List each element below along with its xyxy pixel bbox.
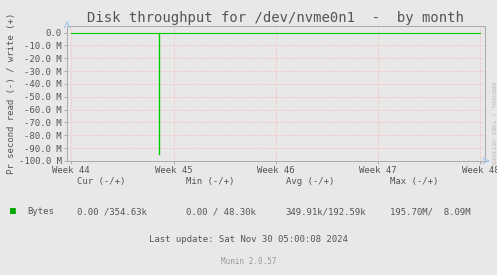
Text: Cur (-/+): Cur (-/+) [77, 177, 125, 186]
Title: Disk throughput for /dev/nvme0n1  -  by month: Disk throughput for /dev/nvme0n1 - by mo… [87, 11, 464, 25]
Text: Bytes: Bytes [27, 208, 54, 216]
Text: 195.70M/  8.09M: 195.70M/ 8.09M [390, 208, 471, 216]
Text: Last update: Sat Nov 30 05:00:08 2024: Last update: Sat Nov 30 05:00:08 2024 [149, 235, 348, 244]
Text: Munin 2.0.57: Munin 2.0.57 [221, 257, 276, 266]
Text: RRDTOOL / TOBI OETIKER: RRDTOOL / TOBI OETIKER [491, 82, 496, 165]
Y-axis label: Pr second read (-) / write (+): Pr second read (-) / write (+) [7, 13, 16, 174]
Text: 0.00 /354.63k: 0.00 /354.63k [77, 208, 147, 216]
Text: Min (-/+): Min (-/+) [186, 177, 235, 186]
Text: ■: ■ [10, 207, 16, 216]
Text: 349.91k/192.59k: 349.91k/192.59k [286, 208, 366, 216]
Text: 0.00 / 48.30k: 0.00 / 48.30k [186, 208, 256, 216]
Text: Avg (-/+): Avg (-/+) [286, 177, 334, 186]
Text: Max (-/+): Max (-/+) [390, 177, 438, 186]
